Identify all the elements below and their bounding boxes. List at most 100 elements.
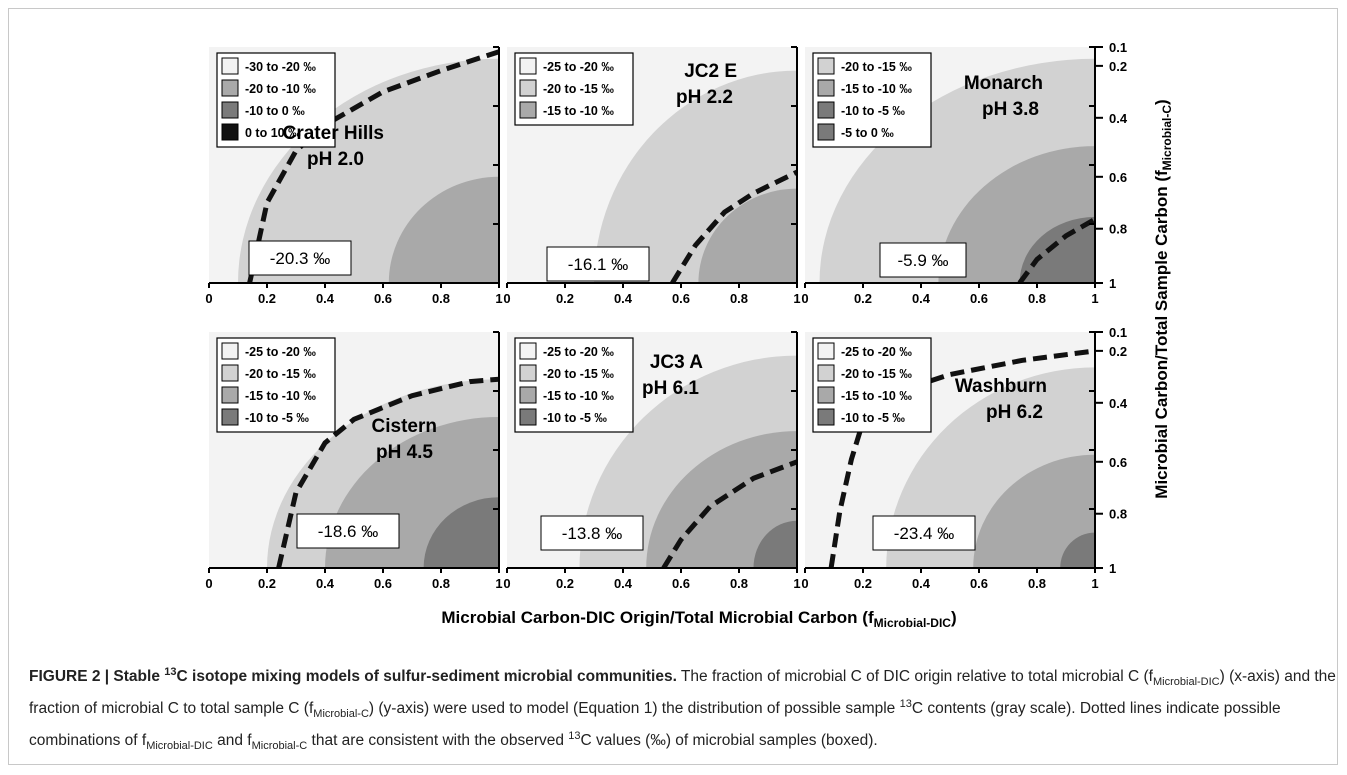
x-tick-label: 1	[1091, 291, 1098, 306]
region-shade-3	[1019, 216, 1095, 283]
observed-value-box	[540, 515, 644, 551]
x-tick-label: 0.6	[970, 291, 988, 306]
site-name: Washburn	[955, 376, 1047, 397]
site-ph: pH 6.2	[986, 402, 1043, 423]
figure-frame: 0 0.2 0.4 0.6 0.8 1 -30 to -20 ‰ -20 to -10 ‰ -1…	[8, 8, 1338, 765]
legend-label: -10 to -5 ‰	[841, 104, 905, 118]
legend-label: -30 to -20 ‰	[245, 60, 316, 74]
legend-swatch	[817, 123, 835, 141]
x-tick-label: 0.4	[316, 576, 335, 591]
legend-swatch	[221, 123, 239, 141]
panel-jc3-a: 0 0.2 0.4 0.6 0.8 1 -25 to -20 ‰ -20 to -15 ‰ -1…	[503, 331, 801, 591]
legend: -30 to -20 ‰ -20 to -10 ‰ -10 to 0 ‰ 0 to 1…	[216, 52, 336, 148]
panels-group: 0 0.2 0.4 0.6 0.8 1 -30 to -20 ‰ -20 to -10 ‰ -1…	[205, 40, 1127, 591]
shade-regions	[209, 47, 499, 283]
legend-swatch	[519, 57, 537, 75]
observed-value-label: -20.3 ‰	[270, 249, 330, 268]
x-tick-label: 0	[205, 291, 212, 306]
panel-washburn: 0 0.2 0.4 0.6 0.8 1 0.1 0.2 0.4 0.6 0.8 1 -25 to -20…	[801, 325, 1127, 591]
legend-label: -10 to -5 ‰	[245, 411, 309, 425]
x-tick-label: 1	[495, 291, 502, 306]
x-tick-label: 0.2	[258, 576, 276, 591]
legend-label: 0 to 10 ‰	[245, 126, 301, 140]
observed-value-label: -13.8 ‰	[562, 524, 622, 543]
legend-swatch	[817, 364, 835, 382]
y-tick-label: 0.2	[1109, 59, 1127, 74]
legend-swatch	[519, 364, 537, 382]
panel-cistern: 0 0.2 0.4 0.6 0.8 1 -25 to -20 ‰ -20 to -15 ‰ -1…	[205, 331, 503, 591]
legend-label: -15 to -10 ‰	[841, 82, 912, 96]
y-axis-title: Microbial Carbon/Total Sample Carbon (fM…	[1152, 99, 1174, 498]
site-name: JC2 E	[684, 61, 737, 82]
observed-value-label: -18.6 ‰	[318, 522, 378, 541]
legend-label: -20 to -15 ‰	[245, 367, 316, 381]
legend-swatch	[817, 342, 835, 360]
legend-label: -10 to -5 ‰	[841, 411, 905, 425]
figure-svg: 0 0.2 0.4 0.6 0.8 1 -30 to -20 ‰ -20 to -10 ‰ -1…	[205, 40, 1174, 630]
site-name: Monarch	[964, 73, 1043, 94]
x-tick-label: 0.8	[1028, 291, 1046, 306]
observed-value-label: -16.1 ‰	[568, 255, 628, 274]
legend-label: -15 to -10 ‰	[543, 104, 614, 118]
legend-label: -15 to -10 ‰	[841, 389, 912, 403]
legend-label: -10 to -5 ‰	[543, 411, 607, 425]
site-name: Crater Hills	[283, 123, 384, 144]
x-tick-label: 0.2	[556, 576, 574, 591]
legend-label: -15 to -10 ‰	[245, 389, 316, 403]
legend-label: -25 to -20 ‰	[543, 345, 614, 359]
legend: -25 to -20 ‰ -20 to -15 ‰ -15 to -10 ‰ -10 …	[812, 337, 932, 433]
legend-swatch	[221, 57, 239, 75]
legend-swatch	[817, 57, 835, 75]
x-tick-label: 1	[495, 576, 502, 591]
x-tick-label: 0.8	[730, 291, 748, 306]
legend-swatch	[817, 101, 835, 119]
y-tick-label: 1	[1109, 276, 1116, 291]
panel-jc2-e: 0 0.2 0.4 0.6 0.8 1 -25 to -20 ‰ -20 to -15 ‰ -1…	[503, 46, 801, 306]
x-tick-label: 0	[801, 576, 808, 591]
legend: -25 to -20 ‰ -20 to -15 ‰ -15 to -10 ‰ -10 …	[514, 337, 634, 433]
legend-label: -20 to -15 ‰	[841, 367, 912, 381]
x-tick-label: 0.6	[374, 576, 392, 591]
y-tick-label: 0.4	[1109, 111, 1128, 126]
y-tick-label: 0.6	[1109, 170, 1127, 185]
x-axis-title: Microbial Carbon-DIC Origin/Total Microb…	[441, 608, 956, 630]
legend: -20 to -15 ‰ -15 to -10 ‰ -10 to -5 ‰ -5 to…	[812, 52, 932, 148]
legend: -25 to -20 ‰ -20 to -15 ‰ -15 to -10 ‰	[514, 52, 634, 126]
observed-value-box	[248, 240, 352, 276]
region-shade-2	[973, 454, 1095, 568]
legend-swatch	[221, 342, 239, 360]
legend-swatch	[221, 101, 239, 119]
panel-crater-hills: 0 0.2 0.4 0.6 0.8 1 -30 to -20 ‰ -20 to -10 ‰ -1…	[205, 46, 503, 306]
legend-label: -15 to -10 ‰	[543, 389, 614, 403]
x-tick-label: 0	[503, 291, 510, 306]
region-shade-2	[388, 176, 499, 283]
legend: -25 to -20 ‰ -20 to -15 ‰ -15 to -10 ‰ -10 …	[216, 337, 336, 433]
site-ph: pH 6.1	[642, 378, 699, 399]
y-tick-label: 0.1	[1109, 40, 1127, 55]
x-tick-label: 0.6	[374, 291, 392, 306]
observed-dashed-line	[276, 376, 499, 568]
region-shade-3	[1060, 532, 1095, 568]
observed-dashed-line	[661, 459, 797, 568]
legend-swatch	[519, 386, 537, 404]
x-tick-label: 0	[801, 291, 808, 306]
legend-label: -10 to 0 ‰	[245, 104, 305, 118]
x-tick-label: 0.4	[614, 291, 633, 306]
legend-swatch	[221, 408, 239, 426]
observed-value-label: -5.9 ‰	[897, 251, 948, 270]
observed-value-box	[546, 246, 650, 282]
y-tick-label: 0.6	[1109, 455, 1127, 470]
x-tick-label: 0	[503, 576, 510, 591]
y-tick-label: 0.2	[1109, 344, 1127, 359]
site-ph: pH 2.2	[676, 87, 733, 108]
x-tick-label: 1	[793, 291, 800, 306]
observed-dashed-line	[1017, 217, 1095, 283]
observed-dashed-line	[670, 169, 797, 283]
legend-label: -25 to -20 ‰	[245, 345, 316, 359]
legend-swatch	[817, 79, 835, 97]
x-tick-label: 0.4	[316, 291, 335, 306]
site-ph: pH 4.5	[376, 442, 433, 463]
caption-title: FIGURE 2 | Stable 13C isotope mixing mod…	[29, 666, 677, 685]
x-tick-label: 0.4	[614, 576, 633, 591]
x-tick-label: 0.6	[672, 291, 690, 306]
